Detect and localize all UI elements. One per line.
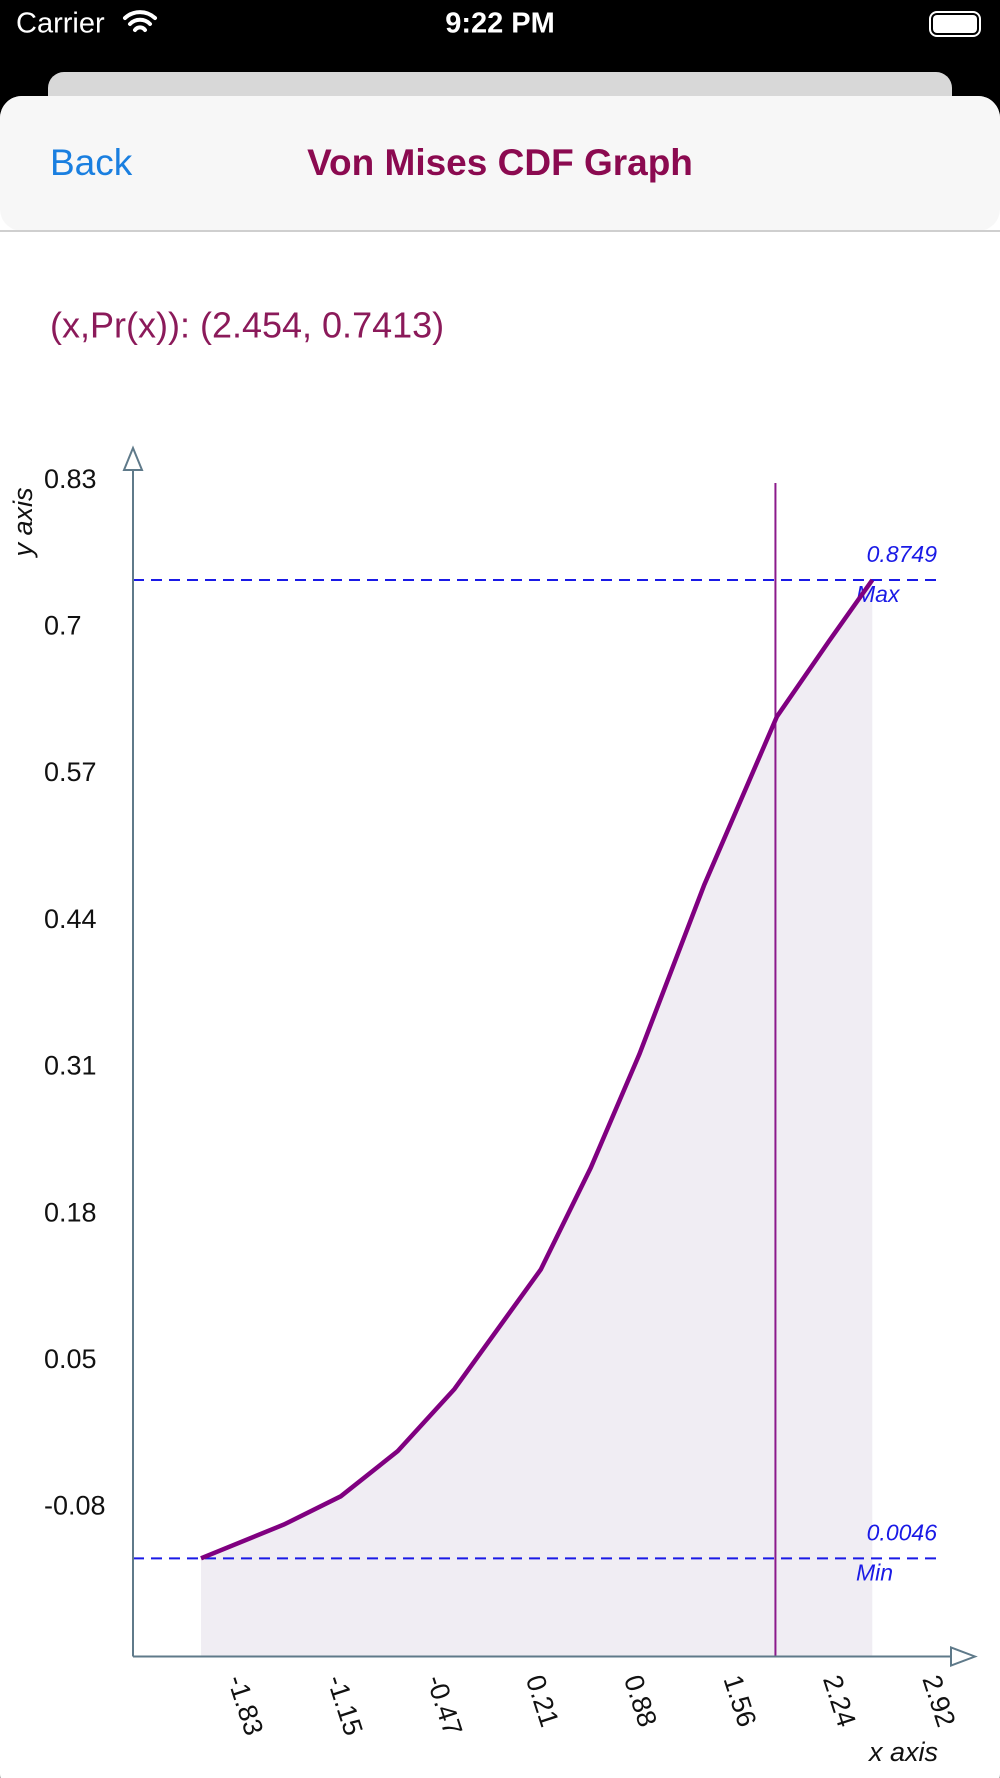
y-tick-label: -0.08 bbox=[44, 1491, 106, 1521]
battery-level bbox=[933, 15, 977, 33]
back-button[interactable]: Back bbox=[50, 142, 133, 183]
y-tick-label: 0.83 bbox=[44, 464, 97, 494]
y-tick-label: 0.7 bbox=[44, 611, 82, 641]
x-axis-label: x axis bbox=[867, 1737, 938, 1767]
y-axis-arrow bbox=[122, 445, 144, 471]
nav-bar bbox=[0, 96, 1000, 231]
y-tick-label: 0.31 bbox=[44, 1051, 97, 1081]
nav-title: Von Mises CDF Graph bbox=[307, 142, 693, 183]
reference-value: 0.8749 bbox=[867, 541, 938, 567]
carrier: Carrier bbox=[16, 8, 105, 40]
curve bbox=[200, 578, 875, 1561]
readout: (x,Pr(x)): (2.454, 0.7413) bbox=[50, 305, 444, 346]
reference-value: 0.0046 bbox=[867, 1519, 938, 1545]
wifi-icon bbox=[123, 10, 157, 32]
clock: 9:22 PM bbox=[445, 8, 555, 40]
area-fill bbox=[201, 580, 873, 1657]
y-tick-label: 0.44 bbox=[44, 904, 97, 934]
reference-tag: Min bbox=[856, 1559, 893, 1585]
y-tick-label: 0.18 bbox=[44, 1197, 97, 1227]
y-tick-label: 0.57 bbox=[44, 757, 97, 787]
battery bbox=[929, 11, 981, 37]
y-tick-label: 0.05 bbox=[44, 1344, 97, 1374]
y-axis-label: y axis bbox=[8, 487, 38, 558]
x-axis-arrow bbox=[950, 1646, 978, 1667]
